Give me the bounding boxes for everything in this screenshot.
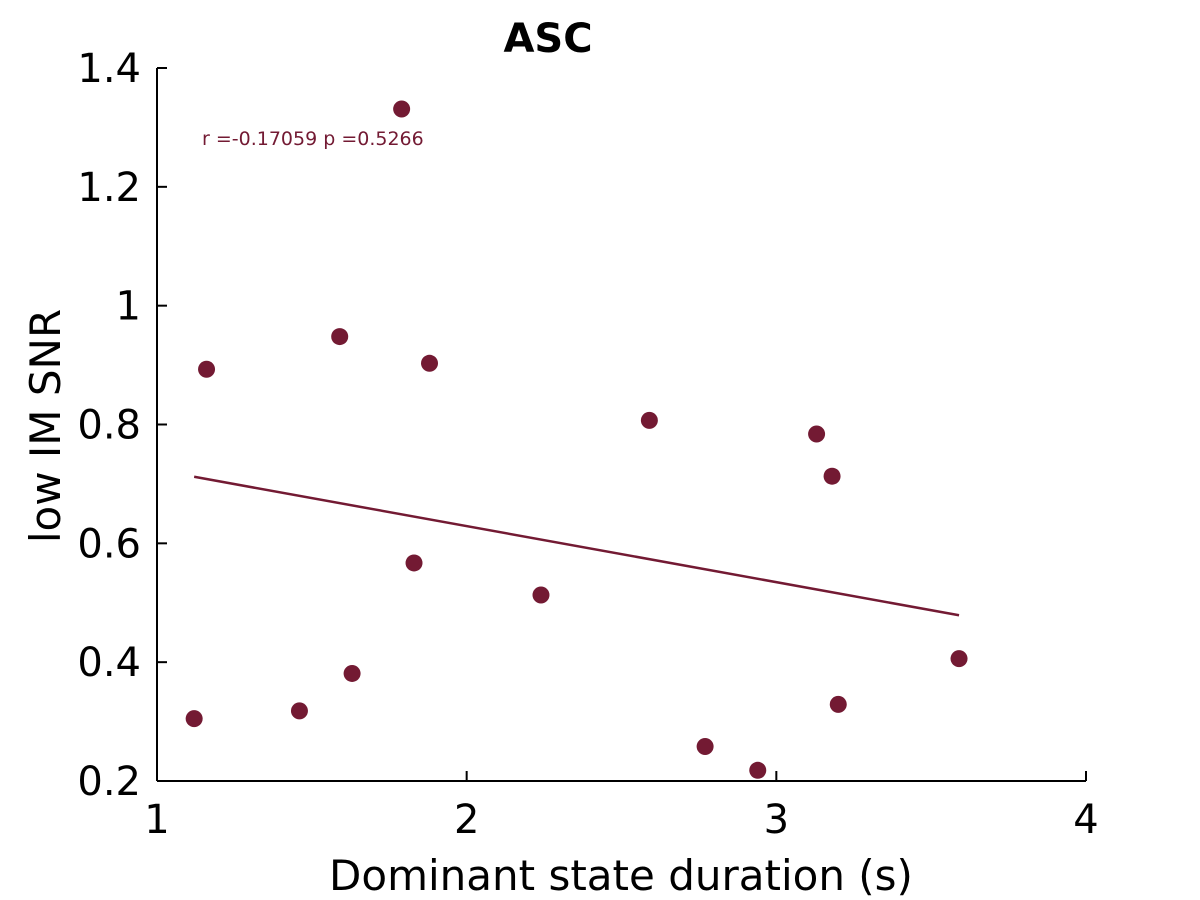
data-point [950, 650, 968, 668]
data-point [532, 586, 550, 604]
data-point [421, 354, 439, 372]
chart-title: ASC [503, 16, 592, 62]
data-point [749, 761, 767, 779]
data-points [185, 100, 968, 779]
y-tick-label: 0.8 [77, 403, 141, 449]
data-point [343, 664, 361, 682]
regression-line [193, 475, 960, 617]
data-point [185, 710, 203, 728]
data-point [198, 360, 216, 378]
x-axis-title: Dominant state duration (s) [329, 851, 913, 900]
x-tick-label: 1 [144, 797, 169, 843]
y-axis-title: low IM SNR [21, 309, 70, 543]
y-tick-label: 0.6 [77, 521, 141, 567]
data-point [640, 411, 658, 429]
data-point [823, 467, 841, 485]
x-axis-ticks: 1 2 3 4 [144, 771, 1099, 843]
data-point [290, 702, 308, 720]
data-point [393, 100, 411, 118]
correlation-annotation: r =-0.17059 p =0.5266 [202, 128, 424, 150]
x-tick-label: 2 [454, 797, 479, 843]
y-tick-label: 1.4 [77, 46, 141, 92]
data-point [331, 328, 349, 346]
x-tick-label: 4 [1073, 797, 1098, 843]
y-tick-label: 0.4 [77, 640, 141, 686]
y-tick-label: 1 [116, 284, 141, 330]
data-point [696, 738, 714, 756]
y-tick-label: 1.2 [77, 165, 141, 211]
data-point [829, 695, 847, 713]
x-tick-label: 3 [764, 797, 789, 843]
data-point [405, 554, 423, 572]
y-axis-ticks: 0.2 0.4 0.6 0.8 1 1.2 1.4 [77, 46, 167, 805]
axes [156, 68, 1086, 782]
data-point [808, 425, 826, 443]
y-tick-label: 0.2 [77, 759, 141, 805]
